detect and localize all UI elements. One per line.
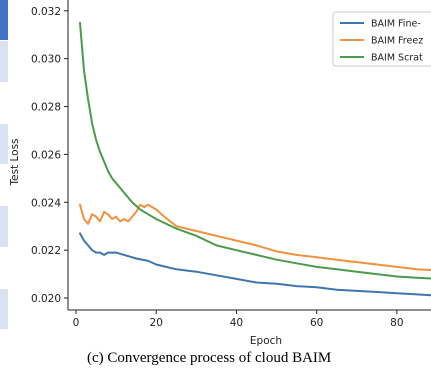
table-fragment-row — [0, 206, 8, 247]
table-fragment-row — [0, 247, 8, 288]
table-fragment-row — [0, 288, 8, 329]
y-tick-label: 0.026 — [31, 149, 61, 161]
legend-box — [332, 11, 431, 67]
legend-entry: BAIM Scrat — [371, 53, 423, 64]
table-fragment-row — [0, 82, 8, 123]
x-tick-label: 0 — [73, 317, 80, 329]
legend: BAIM Fine- BAIM Freez BAIM Scrat — [332, 11, 431, 67]
table-fragment-row — [0, 0, 8, 41]
figure-caption: (c) Convergence process of cloud BAIM — [87, 350, 332, 366]
table-fragment-row — [0, 41, 8, 82]
table-fragment-row — [0, 165, 8, 206]
y-tick-label: 0.028 — [31, 102, 61, 114]
y-tick-label: 0.030 — [31, 54, 61, 66]
table-fragment-row — [0, 123, 8, 164]
axes: 0.020 0.022 0.024 0.026 0.028 0.030 0.032 0 20 40… — [9, 0, 431, 347]
x-axis-label: Epoch — [250, 335, 282, 347]
series-line-1 — [79, 232, 431, 297]
legend-entry: BAIM Fine- — [371, 19, 421, 30]
x-tick-label: 80 — [390, 317, 403, 329]
plot-lines — [79, 21, 431, 297]
series-line-2 — [79, 203, 431, 272]
legend-entry: BAIM Freez — [371, 36, 423, 47]
left-table-fragment — [0, 0, 8, 330]
x-tick-label: 20 — [150, 317, 163, 329]
x-tick-label: 40 — [230, 317, 243, 329]
y-tick-label: 0.022 — [31, 245, 61, 257]
x-tick-label: 60 — [310, 317, 323, 329]
y-tick-label: 0.024 — [31, 197, 61, 209]
series-line-3 — [79, 21, 431, 280]
y-tick-label: 0.032 — [31, 6, 61, 18]
y-tick-label: 0.020 — [31, 293, 61, 305]
y-axis-label: Test Loss — [9, 138, 21, 186]
